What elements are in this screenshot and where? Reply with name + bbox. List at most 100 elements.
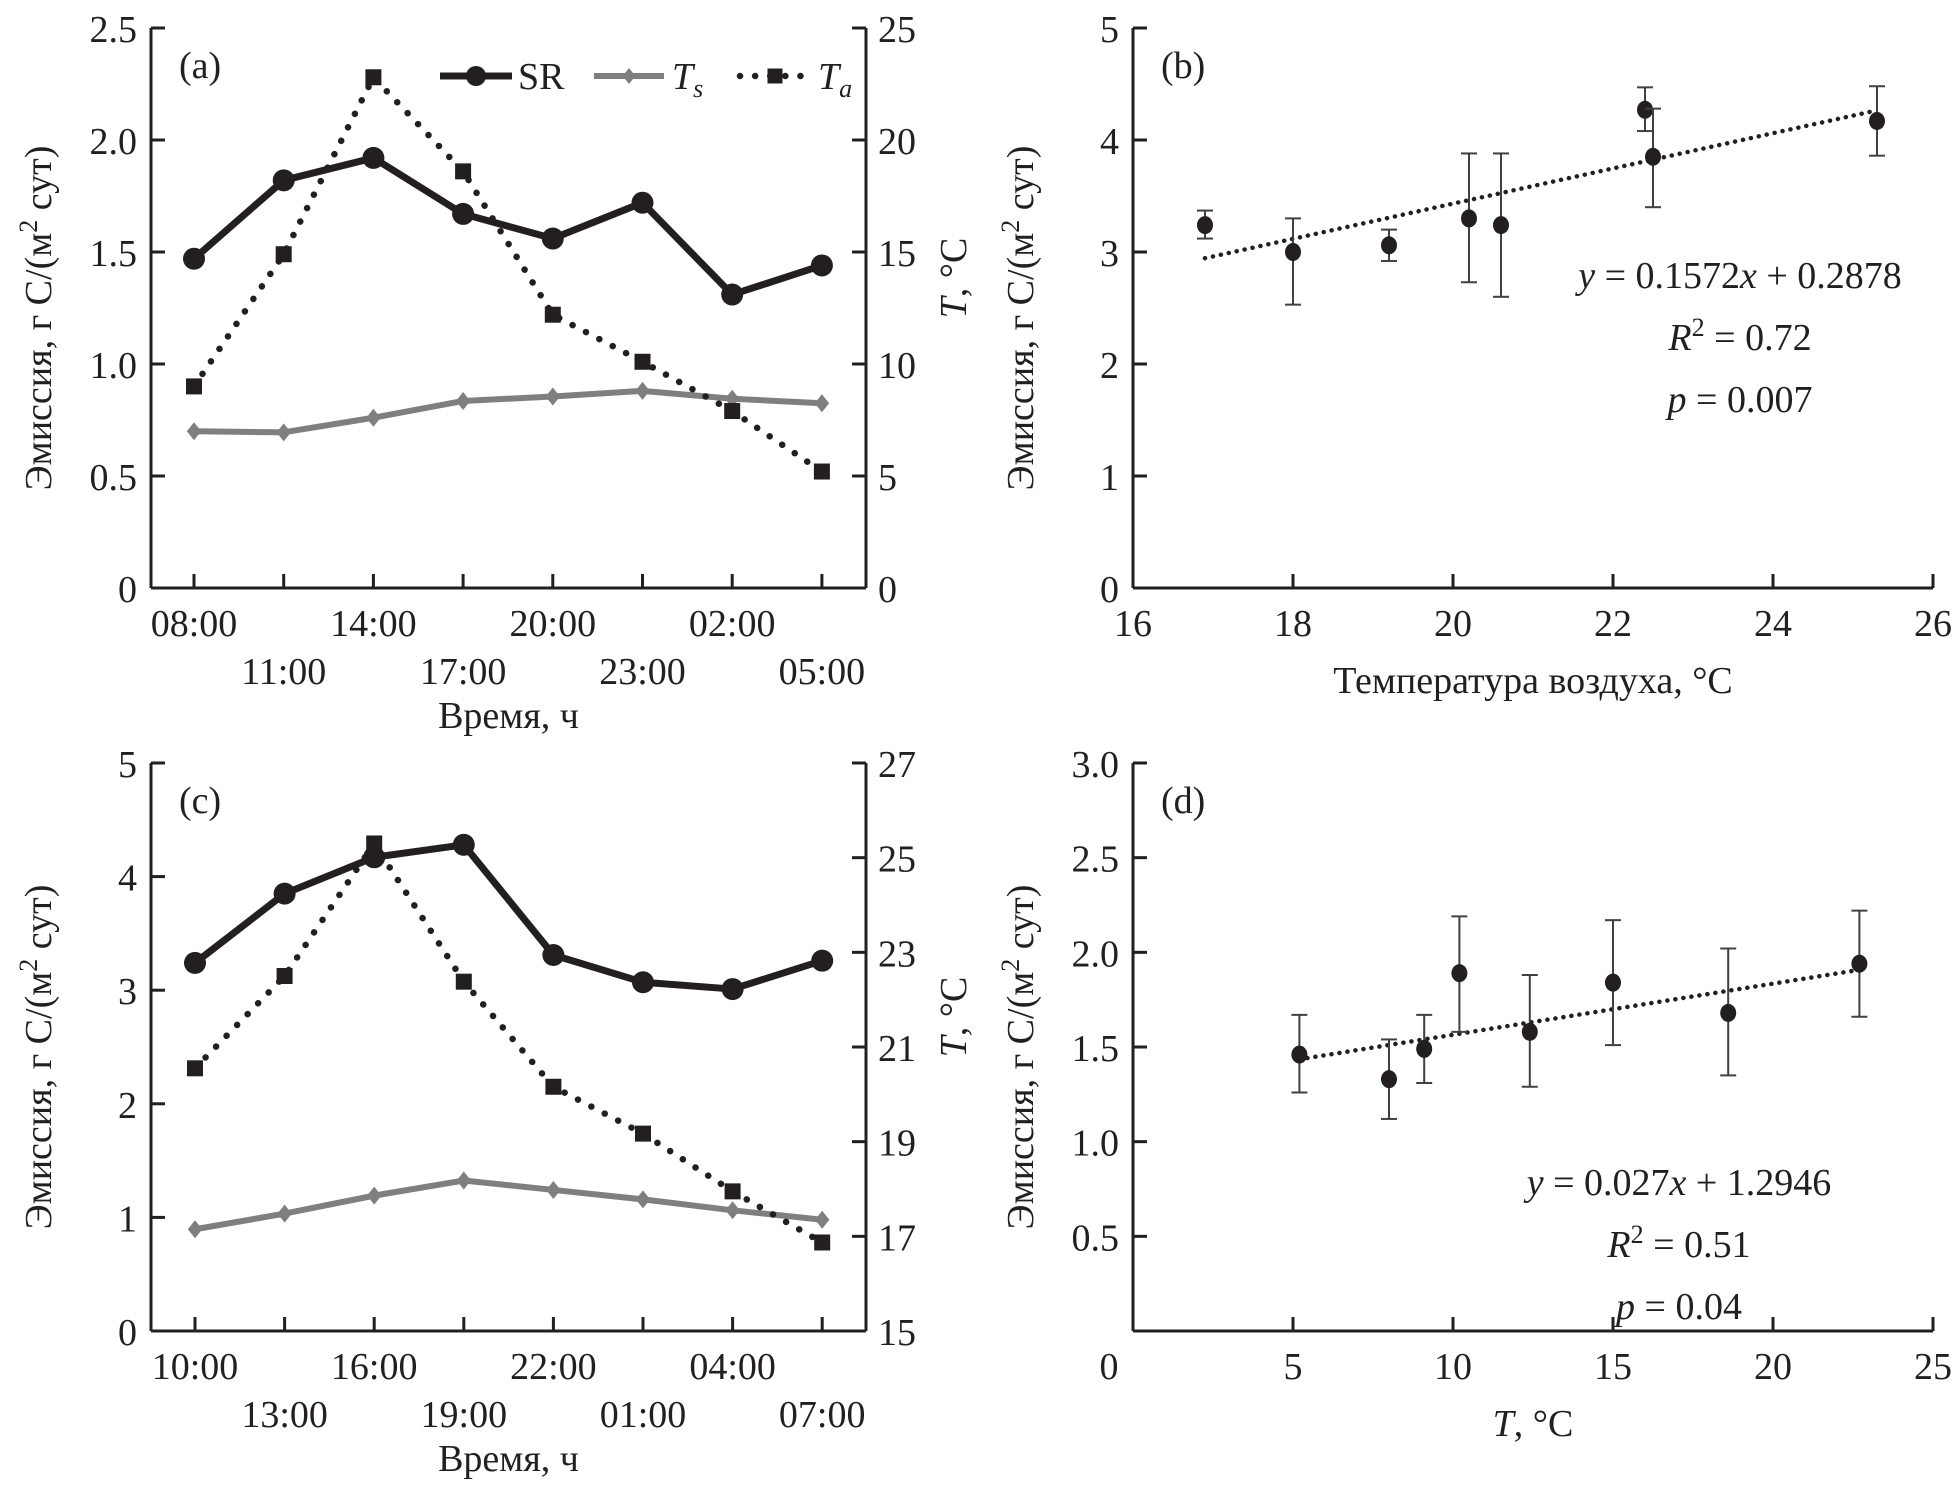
- y-tick-label: 4: [118, 858, 137, 900]
- y-right-tick-label: 25: [878, 9, 916, 51]
- data-point: [1381, 236, 1397, 255]
- y-right-tick-label: 19: [878, 1123, 916, 1165]
- series-ta-point: [634, 353, 651, 370]
- x-axis-label: Температура воздуха, °C: [1333, 660, 1732, 702]
- x-tick-label: 02:00: [689, 603, 776, 645]
- y-right-tick-label: 17: [878, 1217, 916, 1259]
- series-ta-point: [275, 246, 292, 263]
- y-tick-label: 5: [1100, 9, 1119, 51]
- y-tick-label: 0.5: [1072, 1217, 1120, 1259]
- data-point: [1605, 973, 1621, 992]
- y-right-tick-label: 25: [878, 839, 916, 881]
- series-ta-point: [455, 163, 472, 180]
- x-tick-label: 15: [1594, 1346, 1632, 1388]
- series-ta-point: [276, 968, 293, 984]
- y-tick-label: 2.0: [90, 121, 138, 163]
- series-ta-point: [814, 1234, 831, 1251]
- series-ts-point: [545, 387, 560, 406]
- legend-ta-label: Ta: [818, 56, 852, 103]
- panel-d: 0.5 1.0 1.5 2.0 2.5 3.0 0 5 10 15 20 25 T, °C Эмиссия…: [996, 744, 1952, 1445]
- data-point: [1285, 243, 1301, 261]
- x-tick-label: 16: [1114, 603, 1152, 645]
- legend: SR Ts Ta: [440, 56, 852, 103]
- y-axis-label: Эмиссия, г C/(м2 сут): [14, 146, 60, 491]
- series-ta-point: [455, 973, 472, 990]
- y-axis-label: Эмиссия, г C/(м2 сут): [14, 885, 60, 1230]
- x-axis-label: Время, ч: [438, 1438, 579, 1480]
- x-tick-label: 08:00: [151, 603, 238, 645]
- panel-b: 0 1 2 3 4 5 16 18 20 22 24 26 Температура воздуха, °…: [996, 9, 1952, 702]
- data-point: [1851, 954, 1868, 973]
- y-axis-label: Эмиссия, г C/(м2 сут): [996, 885, 1042, 1230]
- x-tick-label: 26: [1914, 603, 1952, 645]
- y-tick-label: 1: [1100, 457, 1119, 499]
- series-sr-point: [631, 191, 654, 214]
- y-tick-label: 0.5: [90, 457, 138, 499]
- series-ts-point: [456, 1171, 471, 1190]
- x-axis-label: T, °C: [1493, 1403, 1574, 1445]
- series-ta-point: [545, 1078, 562, 1095]
- p-value: p = 0.04: [1613, 1286, 1742, 1328]
- legend-ts-marker: [622, 68, 636, 84]
- x-tick-label: 10:00: [152, 1346, 239, 1388]
- y-tick-label: 0: [118, 1312, 137, 1354]
- y-tick-label: 5: [118, 744, 137, 786]
- trendline: [1297, 967, 1862, 1062]
- p-value: p = 0.007: [1665, 379, 1813, 421]
- series-ta-point: [365, 69, 382, 86]
- data-point: [1645, 147, 1661, 166]
- series-ta-line: [190, 71, 826, 475]
- series-ts-point: [725, 389, 740, 408]
- x-tick-label: 19:00: [421, 1394, 508, 1436]
- data-point: [1291, 1045, 1308, 1064]
- data-point: [1197, 216, 1213, 235]
- data-point: [1451, 964, 1468, 983]
- data-point: [1493, 216, 1509, 235]
- series-sr-point: [184, 951, 206, 974]
- y-right-tick-label: 20: [878, 121, 916, 163]
- y-right-tick-label: 0: [878, 569, 897, 611]
- series-sr-point: [811, 949, 834, 972]
- series-ta-point: [724, 403, 741, 420]
- series-ta-point: [635, 1125, 651, 1142]
- series-ts-point: [814, 394, 830, 413]
- series-ta-point: [813, 463, 830, 480]
- x-axis-label: Время, ч: [438, 695, 579, 737]
- series-ts-point: [366, 408, 381, 427]
- legend-sr-label: SR: [518, 56, 565, 98]
- y-tick-label: 0: [1100, 569, 1119, 611]
- series-sr-point: [273, 882, 296, 905]
- series-ts-point: [187, 1220, 203, 1239]
- series-sr-point: [721, 283, 744, 306]
- x-tick-label: 23:00: [599, 651, 686, 693]
- series-ts-point: [277, 1204, 292, 1223]
- y-tick-label: 3: [1100, 233, 1119, 275]
- y-tick-label: 1.5: [90, 233, 138, 275]
- series-ts-point: [725, 1201, 740, 1220]
- trendline: [1202, 108, 1880, 261]
- x-tick-label: 05:00: [779, 651, 866, 693]
- y-tick-label: 3: [118, 971, 137, 1013]
- y-right-tick-label: 27: [878, 744, 916, 786]
- data-point: [1637, 100, 1653, 119]
- data-point: [1416, 1039, 1433, 1058]
- x-tick-label: 14:00: [330, 603, 417, 645]
- panel-a: 0 0.5 1.0 1.5 2.0 2.5 0 5 10 15 20 25 08:0011:0014:0…: [14, 9, 975, 737]
- series-ta-point: [366, 835, 383, 852]
- y-right-axis-label: T, °C: [933, 977, 975, 1058]
- regression-equation: y = 0.1572x + 0.2878: [1574, 255, 1902, 297]
- series-ts-point: [546, 1180, 561, 1199]
- data-point: [1869, 111, 1885, 130]
- x-tick-label: 20: [1754, 1346, 1792, 1388]
- r-squared: R2 = 0.51: [1606, 1220, 1750, 1266]
- x-tick-label: 10: [1434, 1346, 1472, 1388]
- series-sr-point: [632, 971, 654, 994]
- series-sr-point: [721, 978, 744, 1001]
- x-tick-label: 17:00: [420, 651, 507, 693]
- series-ts-point: [815, 1210, 830, 1229]
- x-tick-label: 5: [1284, 1346, 1303, 1388]
- y-tick-label: 2.5: [1072, 839, 1120, 881]
- series-ts-point: [635, 381, 650, 400]
- series-sr-line: [191, 154, 823, 299]
